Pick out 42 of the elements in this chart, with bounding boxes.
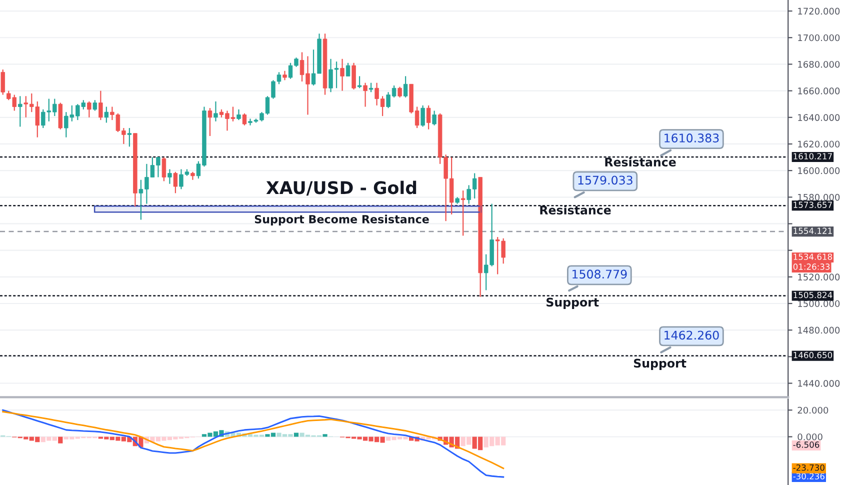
annotation: 1462.260: [664, 330, 719, 340]
ref-line-label: 1573.657: [794, 202, 832, 208]
y-tick-label: 1680.000: [798, 60, 840, 68]
bar: [58, 436, 63, 444]
y-tick-label: 1520.000: [798, 274, 840, 280]
annotation: Resistance: [540, 205, 611, 215]
bar: [322, 434, 328, 437]
text: -23.730: [793, 464, 824, 471]
text: -6.506: [793, 442, 820, 448]
y-tick-label: 1480.000: [798, 326, 840, 334]
ref-line-label: 1505.824: [794, 292, 832, 298]
annotation: 1610.383: [664, 134, 719, 142]
y-tick-label: 1500.000: [798, 300, 840, 308]
y-tick-label: 1580.000: [798, 194, 840, 201]
y-tick-label: 1660.000: [798, 88, 840, 94]
y-tick-label: 1640.000: [798, 114, 840, 121]
ref-line-label: 1554.121: [794, 228, 832, 234]
y-tick-label: 0.000: [798, 433, 822, 440]
candlestick: [460, 190, 466, 236]
text: -30.236: [793, 473, 824, 480]
candlestick: [127, 127, 132, 148]
annotation: 1579.033: [578, 176, 632, 185]
annotation: Resistance: [605, 157, 676, 167]
y-tick-label: 1600.000: [798, 167, 840, 174]
band-label: Support Become Resistance: [254, 214, 429, 226]
annotation: 1508.779: [572, 270, 627, 279]
text: 01:26:33: [793, 264, 830, 270]
candlestick: [368, 82, 374, 93]
y-tick-label: 1440.000: [798, 380, 840, 387]
annotation: Support: [634, 358, 686, 370]
ref-line-label: 1610.217: [794, 153, 832, 160]
annotation: Support: [546, 298, 599, 309]
y-tick-label: 1700.000: [798, 34, 840, 42]
y-tick-label: 20.000: [798, 406, 828, 414]
text: XAU/USD - Gold: [266, 180, 416, 196]
candlestick: [455, 196, 460, 204]
text: 1534.618: [794, 254, 832, 260]
ref-line-label: 1460.650: [794, 352, 832, 358]
y-tick-label: 1620.000: [798, 140, 840, 148]
y-tick-label: 1720.000: [798, 8, 840, 15]
candlestick: [357, 76, 362, 89]
bar: [294, 432, 299, 437]
